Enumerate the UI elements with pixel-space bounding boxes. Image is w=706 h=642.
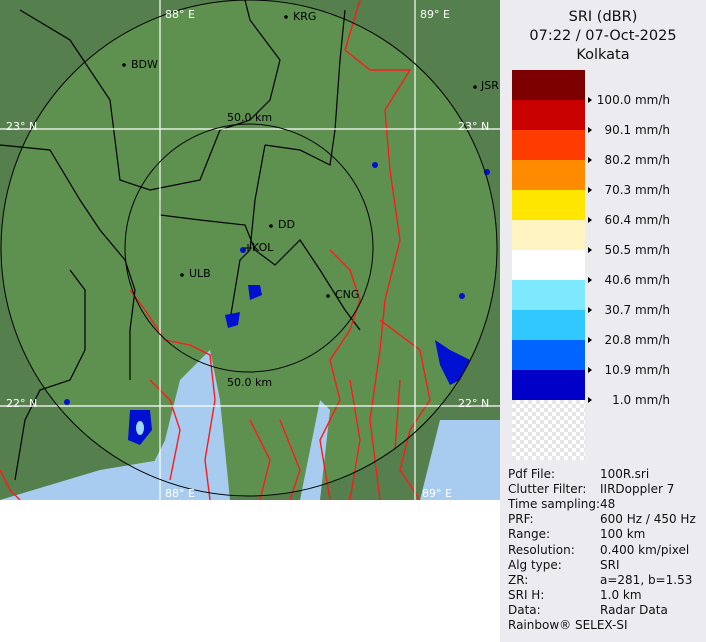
info-value: SRI — [600, 557, 620, 572]
info-row: Alg type: SRI — [508, 558, 620, 573]
info-value: 0.400 km/pixel — [600, 542, 690, 557]
legend-band — [512, 190, 585, 220]
info-value: IIRDoppler 7 — [600, 482, 675, 497]
info-row: SRI H: 1.0 km — [508, 588, 642, 603]
city-labels: KRG BDW JSR DD KOL ULB CNG — [122, 10, 499, 301]
empty-area — [0, 500, 500, 642]
grid-labels: 88° E 89° E 23° N 23° N 22° N 22° N 88° … — [6, 8, 489, 500]
legend-panel: SRI (dBR) 07:22 / 07-Oct-2025 Kolkata 10… — [500, 0, 706, 642]
legend-band — [512, 70, 585, 100]
info-key: Clutter Filter: — [508, 482, 587, 497]
legend-band — [512, 310, 585, 340]
footer-brand: Rainbow® SELEX-SI — [508, 618, 628, 632]
city-label: ULB — [189, 267, 211, 280]
info-key: Resolution: — [508, 542, 575, 557]
grid-label: 88° E — [165, 487, 195, 500]
product-title: SRI (dBR) — [568, 9, 638, 25]
legend-tick — [588, 337, 592, 343]
city-label: KOL — [252, 241, 274, 254]
datetime: 07:22 / 07-Oct-2025 — [529, 28, 677, 44]
info-value: 100 km — [600, 527, 646, 542]
city-label: BDW — [131, 58, 158, 71]
grid-label: 89° E — [420, 8, 450, 21]
info-key: PRF: — [508, 512, 534, 527]
info-row: Clutter Filter: IIRDoppler 7 — [508, 482, 674, 497]
legend-label: 30.7 mm/h — [604, 303, 670, 317]
legend-band — [512, 220, 585, 250]
grid-label: 88° E — [165, 8, 195, 21]
legend-label: 50.5 mm/h — [604, 243, 670, 257]
legend-band — [512, 250, 585, 280]
info-row: Pdf File: 100R.sri — [508, 467, 649, 482]
district-borders — [0, 0, 361, 481]
info-row: Range: 100 km — [508, 527, 645, 542]
range-rings — [0, 0, 498, 497]
legend-band — [512, 280, 585, 310]
info-row: Resolution: 0.400 km/pixel — [508, 543, 689, 558]
legend-band — [512, 340, 585, 370]
ring-label: 50.0 km — [227, 111, 272, 124]
info-value: a=281, b=1.53 — [600, 572, 693, 587]
legend-tick — [588, 277, 592, 283]
grid-label: 22° N — [458, 397, 489, 410]
legend-band — [512, 370, 585, 400]
lat-lon-grid — [0, 0, 500, 500]
info-row: Data: Radar Data — [508, 603, 668, 618]
info-value: 48 — [600, 497, 616, 512]
legend-band — [512, 130, 585, 160]
legend-tick — [588, 247, 592, 253]
legend-tick — [588, 217, 592, 223]
legend-label: 80.2 mm/h — [604, 153, 670, 167]
legend-band — [512, 100, 585, 130]
legend-tick — [588, 307, 592, 313]
city-label: DD — [278, 218, 295, 231]
legend-label: 10.9 mm/h — [604, 363, 670, 377]
legend-tick — [588, 397, 592, 403]
legend-label: 40.6 mm/h — [604, 273, 670, 287]
legend-label: 20.8 mm/h — [604, 333, 670, 347]
site-name: Kolkata — [576, 47, 630, 63]
estuary — [140, 370, 209, 500]
info-key: SRI H: — [508, 587, 545, 602]
radar-map[interactable]: 88° E 89° E 23° N 23° N 22° N 22° N 88° … — [0, 0, 500, 500]
info-key: Pdf File: — [508, 467, 556, 481]
info-value: 100R.sri — [600, 467, 650, 481]
info-key: ZR: — [508, 572, 529, 587]
info-key: Time sampling: — [508, 497, 601, 512]
legend-tick — [588, 187, 592, 193]
info-key: Data: — [508, 602, 541, 617]
legend-tick — [588, 97, 592, 103]
info-row: ZR: a=281, b=1.53 — [508, 573, 692, 588]
info-value: Radar Data — [600, 602, 668, 617]
grid-label: 89° E — [422, 487, 452, 500]
legend-label: 60.4 mm/h — [604, 213, 670, 227]
info-key: Alg type: — [508, 557, 562, 572]
legend-label: 100.0 mm/h — [596, 93, 670, 107]
legend-band — [512, 160, 585, 190]
legend-tick — [588, 127, 592, 133]
rain-echoes — [64, 162, 490, 445]
legend-tick — [588, 367, 592, 373]
ring-label: 50.0 km — [227, 376, 272, 389]
legend-label: 70.3 mm/h — [604, 183, 670, 197]
info-row: PRF: 600 Hz / 450 Hz — [508, 512, 696, 527]
legend-tick — [588, 157, 592, 163]
info-value: 600 Hz / 450 Hz — [600, 512, 696, 527]
info-value: 1.0 km — [600, 587, 642, 602]
legend-nodata-band — [512, 400, 585, 460]
info-row: Time sampling:48 — [508, 497, 615, 512]
legend-label: 90.1 mm/h — [604, 123, 670, 137]
grid-label: 22° N — [6, 397, 37, 410]
grid-label: 23° N — [6, 120, 37, 133]
grid-label: 23° N — [458, 120, 489, 133]
city-label: JSR — [480, 79, 499, 92]
city-label: KRG — [293, 10, 316, 23]
ring-labels: 50.0 km 50.0 km — [227, 111, 272, 389]
delta-water — [300, 400, 500, 500]
legend-label: 1.0 mm/h — [612, 393, 670, 407]
city-label: CNG — [335, 288, 359, 301]
info-key: Range: — [508, 527, 551, 542]
